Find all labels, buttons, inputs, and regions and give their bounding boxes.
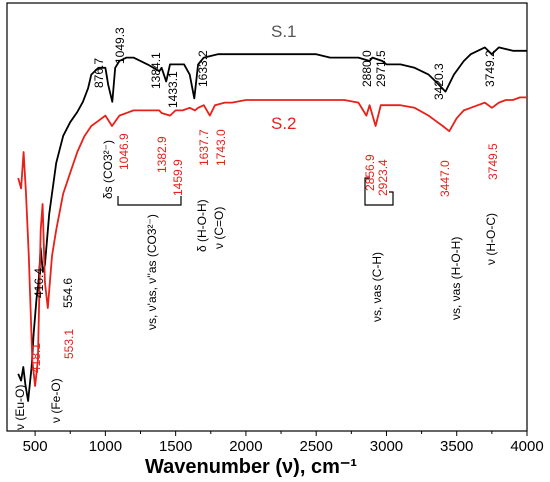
x-tick-label-2500: 2500 bbox=[300, 438, 333, 455]
assign-hoc: ν (H-O-C) bbox=[484, 213, 498, 265]
peak-label-s2-553: 553.1 bbox=[62, 329, 76, 359]
x-tick-label-3500: 3500 bbox=[440, 438, 473, 455]
series-line-s2 bbox=[17, 96, 527, 387]
series-label-s1: S.1 bbox=[271, 22, 297, 41]
assign-eu-o: ν (Eu-O) bbox=[13, 385, 27, 430]
x-tick-label-1000: 1000 bbox=[89, 438, 122, 455]
peak-label-s2-3447: 3447.0 bbox=[438, 160, 452, 197]
assign-co3-as: νs, ν'as, ν''as (CO3²⁻) bbox=[145, 214, 159, 330]
x-tick-label-3000: 3000 bbox=[370, 438, 403, 455]
peak-label-s1-877: 876.7 bbox=[92, 58, 106, 88]
peak-label-s2-1383: 1382.9 bbox=[155, 136, 169, 173]
x-axis-ticks: 500 1000 1500 2000 2500 3000 3500 4000 bbox=[23, 431, 544, 455]
peak-label-s2-2857: 2856.9 bbox=[363, 154, 377, 191]
assign-hoh-stretch: νs, νas (H-O-H) bbox=[449, 237, 463, 320]
assign-co3-s: δs (CO3²⁻) bbox=[101, 140, 115, 199]
peak-label-s2-1743: 1743.0 bbox=[214, 129, 228, 166]
peak-label-s1-3749: 3749.2 bbox=[483, 50, 497, 87]
bracket-co3 bbox=[117, 196, 182, 206]
x-tick-label-4000: 4000 bbox=[510, 438, 543, 455]
peak-label-s1-1633: 1633.2 bbox=[196, 50, 210, 87]
x-tick-label-1500: 1500 bbox=[159, 438, 192, 455]
peak-label-s2-418: 418.1 bbox=[29, 343, 43, 373]
assign-ch: νs, νas (C-H) bbox=[370, 252, 384, 322]
x-tick-label-2000: 2000 bbox=[229, 438, 262, 455]
peak-label-s1-554: 554.6 bbox=[61, 278, 75, 308]
peak-label-s1-1433: 1433.1 bbox=[166, 71, 180, 108]
spectra-lines bbox=[17, 46, 527, 402]
peak-label-s1-416: 416.4 bbox=[32, 268, 46, 298]
series-line-s1 bbox=[17, 46, 527, 402]
peak-label-s1-3420: 3420.3 bbox=[432, 63, 446, 100]
peak-label-s1-1049: 1049.3 bbox=[113, 27, 127, 64]
peak-label-s1-1384: 1384.1 bbox=[149, 52, 163, 89]
peak-label-s2-1047: 1046.9 bbox=[117, 133, 131, 170]
peak-label-s2-2923: 2923.4 bbox=[376, 159, 390, 196]
x-tick-label-500: 500 bbox=[23, 438, 48, 455]
assign-fe-o: ν (Fe-O) bbox=[49, 378, 63, 423]
peak-label-s2-3750: 3749.5 bbox=[486, 143, 500, 180]
assign-co: ν (C=O) bbox=[212, 207, 226, 249]
x-axis-label: Wavenumber (ν), cm⁻¹ bbox=[145, 456, 357, 478]
bracket-ch bbox=[364, 177, 394, 206]
plot-frame bbox=[6, 2, 528, 432]
peak-label-s1-2880: 2880.0 bbox=[360, 50, 374, 87]
peak-label-s2-1638: 1637.7 bbox=[197, 129, 211, 166]
peak-label-s2-1460: 1459.9 bbox=[171, 159, 185, 196]
peak-label-s1-2971: 2971.5 bbox=[374, 50, 388, 87]
assign-hoh-bend: δ (H-O-H) bbox=[195, 199, 209, 252]
series-label-s2: S.2 bbox=[271, 114, 297, 133]
